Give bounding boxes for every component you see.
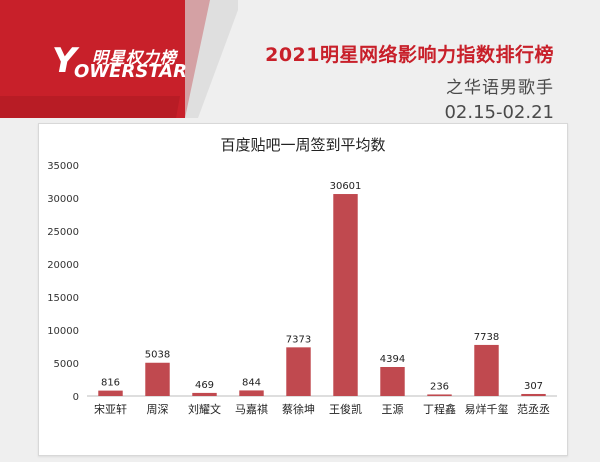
title-block: 2021明星网络影响力指数排行榜 之华语男歌手 02.15-02.21 — [265, 40, 554, 123]
x-tick-label: 蔡徐坤 — [282, 402, 315, 416]
y-tick-label: 25000 — [47, 227, 79, 238]
data-label: 4394 — [380, 354, 405, 365]
chart-title: 百度贴吧一周签到平均数 — [220, 136, 386, 154]
x-tick-label: 宋亚轩 — [94, 402, 127, 416]
data-label: 30601 — [330, 181, 362, 192]
bar — [521, 393, 546, 396]
header-banner — [0, 0, 238, 118]
bar — [474, 344, 499, 396]
y-tick-label: 30000 — [47, 194, 79, 205]
data-label: 307 — [524, 381, 543, 392]
y-tick-label: 35000 — [47, 161, 79, 172]
data-label: 7373 — [286, 334, 311, 345]
x-tick-label: 马嘉祺 — [235, 402, 268, 416]
bar — [239, 390, 264, 396]
logo-letter: Y — [52, 41, 77, 81]
x-tick-label: 范丞丞 — [517, 402, 550, 416]
y-tick-label: 20000 — [47, 260, 79, 271]
bar-chart: 0 5000 10000 15000 20000 25000 30000 35000 816 宋亚… — [47, 161, 557, 416]
data-label: 5038 — [145, 350, 170, 361]
data-label: 844 — [242, 377, 261, 388]
bar — [192, 392, 217, 396]
bar — [333, 194, 358, 396]
data-label: 236 — [430, 381, 449, 392]
x-tick-label: 易烊千玺 — [465, 402, 509, 416]
x-tick-label: 周深 — [147, 403, 169, 416]
bar — [98, 390, 123, 396]
x-tick-label: 王俊凯 — [329, 402, 362, 416]
date-range: 02.15-02.21 — [444, 102, 554, 123]
data-label: 469 — [195, 380, 214, 391]
bar — [427, 394, 452, 396]
y-tick-label: 0 — [73, 392, 79, 403]
page-subtitle: 之华语男歌手 — [446, 78, 554, 98]
x-tick-label: 丁程鑫 — [423, 402, 456, 416]
powerstar-logo: Y 明星权力榜 OWERSTAR — [52, 42, 192, 82]
data-label: 816 — [101, 378, 120, 389]
bar — [286, 347, 311, 396]
logo-english-text: OWERSTAR — [74, 61, 187, 82]
bar — [380, 366, 405, 396]
data-label: 7738 — [474, 332, 499, 343]
x-tick-label: 刘耀文 — [188, 402, 221, 416]
logo-chinese-text: 明星权力榜 — [92, 48, 178, 67]
y-tick-label: 15000 — [47, 293, 79, 304]
x-tick-label: 王源 — [382, 402, 404, 416]
y-tick-label: 10000 — [47, 326, 79, 337]
chart-panel: 百度贴吧一周签到平均数 0 5000 10000 15000 20000 25000 300… — [38, 123, 568, 456]
y-tick-label: 5000 — [54, 359, 79, 370]
bar — [145, 362, 170, 396]
page-title: 2021明星网络影响力指数排行榜 — [265, 44, 554, 66]
